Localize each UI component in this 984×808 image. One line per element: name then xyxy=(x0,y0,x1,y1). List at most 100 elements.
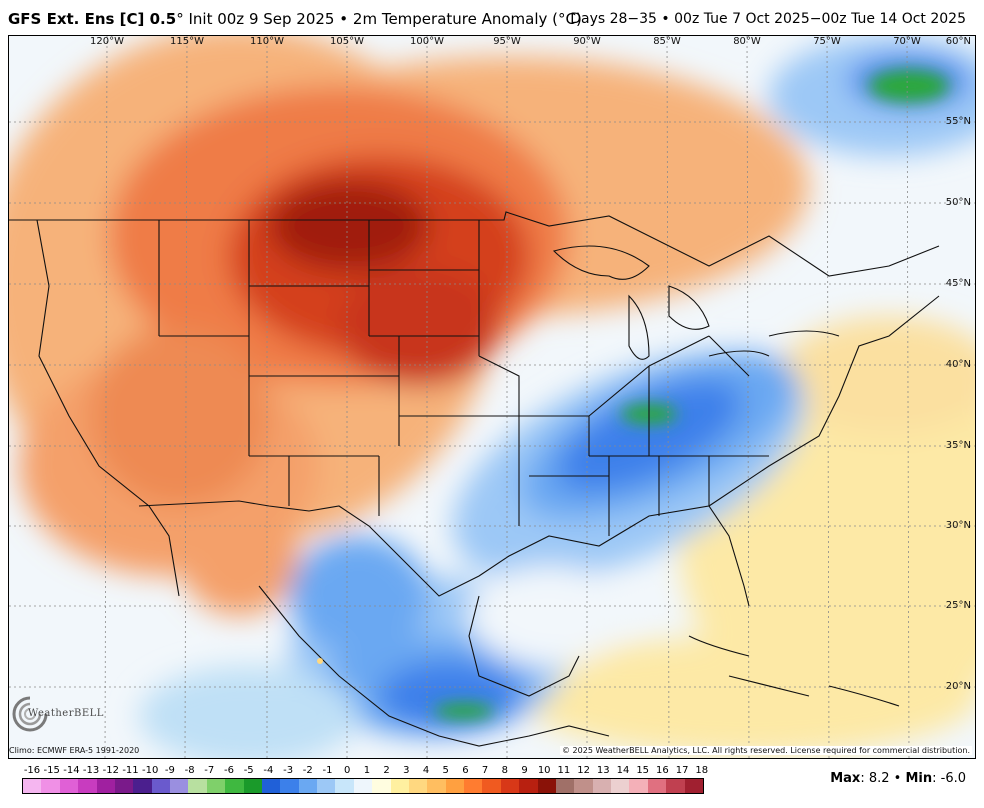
colorbar-tick-label: 10 xyxy=(537,765,551,776)
colorbar-tick-label: -3 xyxy=(283,765,294,776)
colorbar-swatch xyxy=(372,779,391,793)
max-min-stats: Max: 8.2 • Min: -6.0 xyxy=(830,771,966,786)
colorbar-swatch xyxy=(611,779,630,793)
lat-label: 35°N xyxy=(945,440,971,451)
lon-label: 110°W xyxy=(250,36,284,47)
boundaries xyxy=(9,211,940,747)
colorbar-tick-label: 18 xyxy=(695,765,709,776)
min-label: Min xyxy=(905,771,933,786)
colorbar-swatch xyxy=(592,779,611,793)
colorbar-swatch xyxy=(647,779,667,793)
colorbar-swatch xyxy=(170,779,189,793)
warm-speck xyxy=(317,658,323,664)
colorbar-swatch xyxy=(445,779,464,793)
max-value: : 8.2 xyxy=(860,771,890,786)
lat-label: 45°N xyxy=(945,278,971,289)
colorbar-swatch xyxy=(188,779,207,793)
colorbar-swatch xyxy=(133,779,152,793)
colorbar-tick-label: 0 xyxy=(344,765,351,776)
colorbar-swatch xyxy=(280,779,299,793)
colorbar-tick-label: -1 xyxy=(322,765,333,776)
copyright-notice: © 2025 WeatherBELL Analytics, LLC. All r… xyxy=(560,746,972,755)
lon-label: 80°W xyxy=(733,36,761,47)
degree-mark: ° xyxy=(176,10,184,28)
colorbar-swatch xyxy=(41,779,60,793)
colorbar-tick-label: -16 xyxy=(23,765,41,776)
colorbar xyxy=(22,778,704,794)
weatherbell-logo: WeatherBELL xyxy=(10,694,103,736)
lat-label: 20°N xyxy=(945,681,971,692)
lat-label: 30°N xyxy=(945,520,971,531)
colorbar-tick-label: 12 xyxy=(577,765,590,776)
colorbar-tick-label: 9 xyxy=(521,765,528,776)
lon-label: 90°W xyxy=(573,36,601,47)
lat-label: 25°N xyxy=(945,600,971,611)
lat-label: 60°N xyxy=(945,36,971,47)
colorbar-swatch xyxy=(151,779,170,793)
colorbar-tick-label: -10 xyxy=(142,765,159,776)
colorbar-swatch xyxy=(537,779,556,793)
colorbar-swatch xyxy=(574,779,593,793)
lat-label: 40°N xyxy=(945,359,971,370)
colorbar-swatch xyxy=(59,779,79,793)
lon-label: 70°W xyxy=(893,36,921,47)
lon-label: 100°W xyxy=(410,36,444,47)
colorbar-tick-label: -6 xyxy=(224,765,234,776)
colorbar-swatch xyxy=(464,779,483,793)
colorbar-tick-label: 3 xyxy=(403,765,410,776)
colorbar-tick-label: 6 xyxy=(462,765,469,776)
logo-text: WeatherBELL xyxy=(28,708,104,719)
swirl-icon xyxy=(12,696,48,732)
colorbar-tick-label: 11 xyxy=(557,765,571,776)
colorbar-swatch xyxy=(519,779,538,793)
colorbar-swatch xyxy=(225,779,244,793)
lat-label: 55°N xyxy=(945,116,971,127)
colorbar-tick-label: 15 xyxy=(636,765,650,776)
colorbar-swatch xyxy=(96,779,115,793)
colorbar-swatch xyxy=(298,779,317,793)
colorbar-tick-label: 14 xyxy=(616,765,630,776)
model-name: GFS Ext. Ens [C] 0.5 xyxy=(8,10,177,28)
colorbar-tick-label: -7 xyxy=(204,765,215,776)
colorbar-tick-label: -14 xyxy=(63,765,80,776)
colorbar-swatch xyxy=(78,779,97,793)
colorbar-swatch xyxy=(317,779,336,793)
colorbar-swatch xyxy=(335,779,354,793)
colorbar-tick-label: 17 xyxy=(675,765,689,776)
lon-label: 85°W xyxy=(653,36,681,47)
lon-label: 75°W xyxy=(813,36,841,47)
lon-label: 105°W xyxy=(330,36,364,47)
colorbar-tick-label: -13 xyxy=(82,765,100,776)
colorbar-tick-label: -15 xyxy=(43,765,60,776)
colorbar-tick-label: 16 xyxy=(656,765,669,776)
colorbar-swatch xyxy=(427,779,446,793)
colorbar-tick-label: -8 xyxy=(184,765,195,776)
anomaly-map: 120°W 115°W 110°W 105°W 100°W 95°W 90°W … xyxy=(8,35,976,759)
graticule xyxy=(9,36,975,758)
colorbar-swatch xyxy=(482,779,501,793)
colorbar-tick-label: 5 xyxy=(442,765,449,776)
colorbar-tick-label: 4 xyxy=(422,765,430,776)
lon-label: 95°W xyxy=(493,36,521,47)
colorbar-swatch xyxy=(353,779,373,793)
colorbar-tick-label: 7 xyxy=(481,765,489,776)
min-value: : -6.0 xyxy=(932,771,966,786)
colorbar-swatch xyxy=(243,779,262,793)
colorbar-tick-label: -5 xyxy=(243,765,254,776)
colorbar-tick-label: -9 xyxy=(164,765,175,776)
map-title: GFS Ext. Ens [C] 0.5° Init 00z 9 Sep 202… xyxy=(8,10,582,28)
colorbar-tick-label: -12 xyxy=(102,765,119,776)
colorbar-labels: -16 -15 -14 -13 -12 -11 -10 -9 -8 -7 -6 -5 -4 -3 -2 -1 0… xyxy=(22,765,708,777)
lat-label: 50°N xyxy=(945,197,971,208)
colorbar-swatch xyxy=(500,779,520,793)
stats-bullet: • xyxy=(893,771,902,786)
lon-label: 115°W xyxy=(170,36,204,47)
colorbar-tick-label: 1 xyxy=(363,765,371,776)
colorbar-swatch xyxy=(114,779,134,793)
colorbar-swatch xyxy=(555,779,575,793)
colorbar-tick-label: 2 xyxy=(383,765,390,776)
colorbar-tick-label: -4 xyxy=(263,765,274,776)
max-label: Max xyxy=(830,771,861,786)
colorbar-swatch xyxy=(23,779,42,793)
colorbar-tick-label: -2 xyxy=(302,765,313,776)
